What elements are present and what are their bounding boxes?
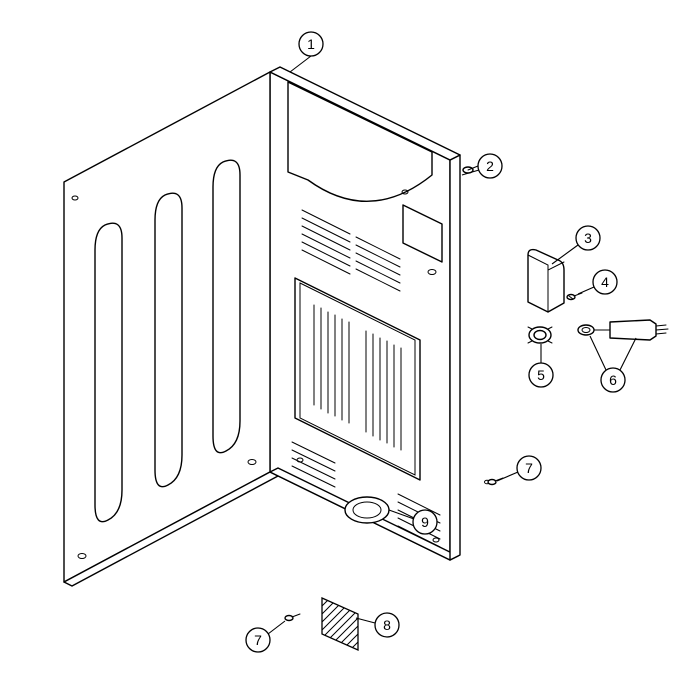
callout-7a: 7 xyxy=(517,456,541,480)
svg-text:7: 7 xyxy=(254,632,262,648)
svg-text:1: 1 xyxy=(307,36,315,52)
svg-text:3: 3 xyxy=(584,230,592,246)
svg-text:9: 9 xyxy=(421,514,429,530)
svg-text:7: 7 xyxy=(525,460,533,476)
svg-text:8: 8 xyxy=(383,617,391,633)
callout-3: 3 xyxy=(576,226,600,250)
callout-4: 4 xyxy=(593,270,617,294)
svg-text:2: 2 xyxy=(486,158,494,174)
parts-diagram: 1 2 3 4 5 6 7 7 xyxy=(0,0,680,689)
exhaust-cover-plate xyxy=(322,598,358,650)
callout-5: 5 xyxy=(529,363,553,387)
panel-screw-lower xyxy=(285,614,300,621)
svg-text:5: 5 xyxy=(537,367,545,383)
callout-7b: 7 xyxy=(246,628,270,652)
svg-text:6: 6 xyxy=(609,372,617,388)
power-cord xyxy=(578,320,668,340)
callout-2: 2 xyxy=(478,154,502,178)
cabinet-assembly xyxy=(64,67,490,586)
callout-6: 6 xyxy=(601,368,625,392)
callout-8: 8 xyxy=(375,613,399,637)
callout-1: 1 xyxy=(299,32,323,56)
callout-9: 9 xyxy=(413,510,437,534)
strain-relief-ring xyxy=(528,327,552,343)
cover-screw xyxy=(567,293,582,300)
svg-text:4: 4 xyxy=(601,274,609,290)
